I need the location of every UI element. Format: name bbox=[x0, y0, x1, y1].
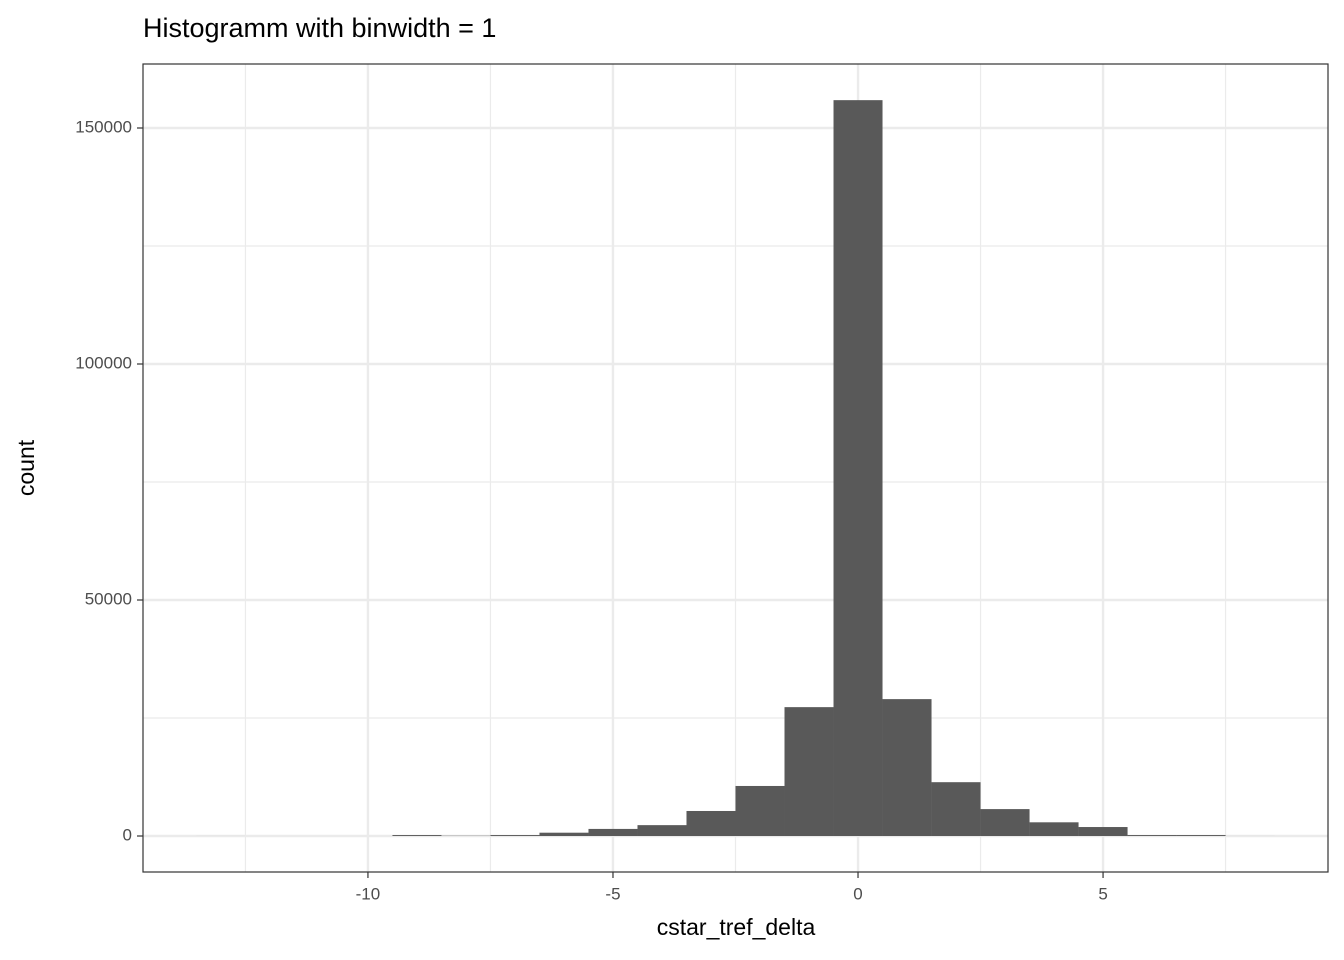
bar bbox=[833, 100, 883, 837]
x-tick-label: -5 bbox=[605, 884, 620, 903]
bar bbox=[882, 699, 932, 837]
bar bbox=[1029, 822, 1079, 837]
bar bbox=[539, 832, 589, 837]
bar bbox=[784, 707, 834, 837]
x-tick-label: -10 bbox=[356, 884, 381, 903]
bar bbox=[392, 835, 442, 837]
y-tick-label: 0 bbox=[123, 825, 132, 844]
x-tick-label: 5 bbox=[1098, 884, 1107, 903]
bar bbox=[1078, 827, 1128, 837]
y-tick-label: 100000 bbox=[75, 353, 132, 372]
bar bbox=[1127, 835, 1177, 837]
bar bbox=[735, 785, 785, 837]
y-axis-title: count bbox=[13, 439, 39, 496]
bar bbox=[980, 809, 1030, 837]
bar bbox=[588, 828, 638, 837]
bar bbox=[637, 825, 687, 837]
panel-border bbox=[142, 63, 1329, 873]
bar bbox=[1176, 835, 1226, 837]
bar bbox=[931, 782, 981, 837]
bar bbox=[686, 810, 736, 837]
y-tick-label: 50000 bbox=[85, 589, 132, 608]
x-tick-label: 0 bbox=[853, 884, 862, 903]
bar bbox=[490, 835, 540, 837]
x-axis-title: cstar_tref_delta bbox=[657, 914, 816, 940]
y-tick-label: 150000 bbox=[75, 117, 132, 136]
chart-title: Histogramm with binwidth = 1 bbox=[143, 13, 496, 43]
